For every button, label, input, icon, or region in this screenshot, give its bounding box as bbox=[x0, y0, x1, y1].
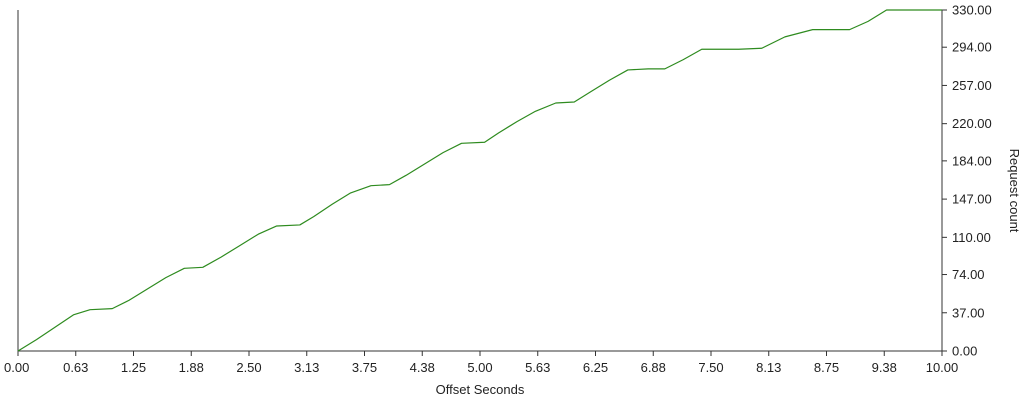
x-tick-label: 8.13 bbox=[756, 360, 781, 375]
x-tick-label: 6.88 bbox=[641, 360, 666, 375]
y-tick-label: 220.00 bbox=[952, 116, 992, 131]
x-tick-label: 5.63 bbox=[525, 360, 550, 375]
y-tick-label: 147.00 bbox=[952, 192, 992, 207]
y-tick-label: 0.00 bbox=[952, 344, 977, 359]
y-tick-label: 294.00 bbox=[952, 40, 992, 55]
x-tick-label: 2.50 bbox=[236, 360, 261, 375]
x-tick-label: 3.13 bbox=[294, 360, 319, 375]
x-tick-label: 5.00 bbox=[467, 360, 492, 375]
x-tick-label: 3.75 bbox=[352, 360, 377, 375]
y-tick-label: 184.00 bbox=[952, 153, 992, 168]
x-tick-label: 1.88 bbox=[179, 360, 204, 375]
x-tick-label: 1.25 bbox=[121, 360, 146, 375]
y-tick-label: 37.00 bbox=[952, 305, 985, 320]
axes bbox=[17, 10, 943, 352]
x-tick-label: 0.63 bbox=[63, 360, 88, 375]
x-tick-label: 0.00 bbox=[4, 360, 29, 375]
y-axis-title: Request count bbox=[1007, 149, 1022, 233]
x-tick-label: 7.50 bbox=[698, 360, 723, 375]
series-line bbox=[17, 9, 942, 352]
y-tick-label: 110.00 bbox=[952, 230, 991, 245]
x-tick-label: 4.38 bbox=[410, 360, 435, 375]
x-tick-label: 9.38 bbox=[872, 360, 897, 375]
x-tick-label: 8.75 bbox=[814, 360, 839, 375]
x-tick-label: 6.25 bbox=[583, 360, 608, 375]
y-tick-label: 74.00 bbox=[952, 267, 985, 282]
x-tick-label: 10.00 bbox=[926, 360, 959, 375]
series-layer bbox=[17, 9, 942, 352]
y-tick-label: 330.00 bbox=[952, 3, 992, 18]
ticks: 0.00 0.63 1.25 1.88 2.50 3.13 3.75 4.38 5.00 5.63… bbox=[4, 3, 992, 376]
y-tick-label: 257.00 bbox=[952, 78, 992, 93]
x-axis-title: Offset Seconds bbox=[436, 382, 525, 397]
